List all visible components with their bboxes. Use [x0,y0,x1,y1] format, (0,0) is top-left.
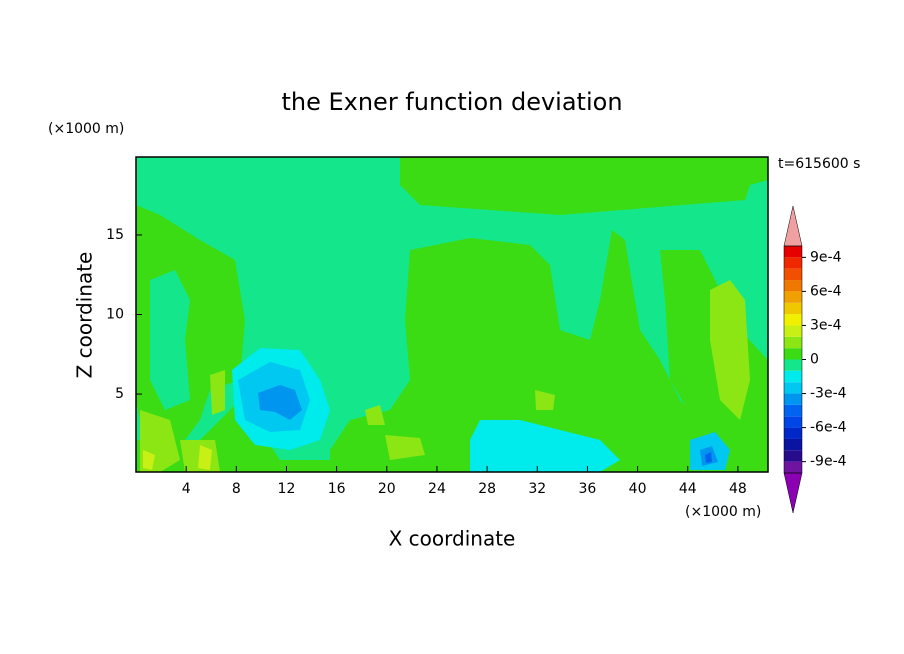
y-tick-label: 10 [106,307,124,323]
contour-region [198,445,212,470]
colorbar-label: -3e-4 [810,386,847,402]
colorbar-label: 6e-4 [810,283,842,299]
colorbar-band [784,370,802,383]
colorbar-band [784,438,802,451]
x-tick-label: 28 [478,481,496,497]
contour-region [710,280,750,420]
contour-region [535,390,555,410]
x-tick-label: 44 [679,481,697,497]
colorbar-band [784,314,802,326]
colorbar-band [784,302,802,315]
y-tick-label: 15 [106,227,124,243]
contour-region [470,420,620,472]
contour-region [400,157,768,215]
contour-region [365,405,385,425]
colorbar-label: 0 [810,352,819,368]
colorbar-label: -9e-4 [810,454,847,470]
y-tick-label: 5 [115,386,124,402]
x-tick-label: 4 [182,481,191,497]
colorbar-band [784,246,802,258]
colorbar-band [784,257,802,269]
x-tick-label: 36 [579,481,597,497]
colorbar-band [784,427,802,439]
x-unit: (×1000 m) [685,504,761,520]
y-unit: (×1000 m) [48,121,124,137]
x-tick-label: 48 [729,481,747,497]
contour-region [705,452,712,463]
colorbar-band [784,280,802,292]
colorbar-label: 9e-4 [810,249,842,265]
chart-title: the Exner function deviation [281,88,622,116]
colorbar-band [784,268,802,281]
x-tick-label: 16 [328,481,346,497]
colorbar-label: 3e-4 [810,317,842,333]
colorbar-band [784,336,802,349]
x-tick-label: 8 [232,481,241,497]
colorbar-band [784,291,802,303]
colorbar-band [784,325,802,337]
contour-field [136,157,768,472]
x-tick-label: 40 [629,481,647,497]
colorbar-band [784,359,802,371]
colorbar-band [784,382,802,394]
colorbar-band [784,461,802,473]
colorbar-band [784,393,802,405]
x-tick-label: 24 [428,481,446,497]
contour-region [150,270,190,410]
colorbar-band [784,450,802,462]
contour-region [330,230,740,472]
contour-region [210,370,225,415]
contour-region [258,385,302,420]
contour-region [143,450,155,470]
y-axis-label: Z coordinate [73,252,97,379]
colorbar-band [784,404,802,417]
colorbar-label: -6e-4 [810,420,847,436]
colorbar-band [784,348,802,360]
x-tick-label: 12 [278,481,296,497]
x-tick-label: 32 [528,481,546,497]
colorbar-band [784,416,802,428]
annotation: t=615600 s [778,156,860,172]
x-axis-label: X coordinate [389,527,516,551]
x-tick-label: 20 [378,481,396,497]
contour-region [385,435,425,460]
